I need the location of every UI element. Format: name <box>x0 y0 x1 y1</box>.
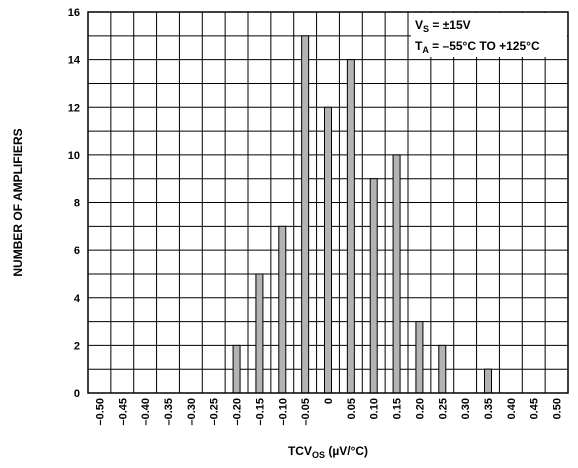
bar <box>369 178 378 394</box>
bar <box>324 106 332 394</box>
conditions-annotation: VS = ±15V TA = –55°C TO +125°C <box>411 13 567 57</box>
x-tick-label: –0.30 <box>186 398 198 426</box>
y-tick-label: 2 <box>74 340 80 352</box>
y-tick-label: 0 <box>74 388 80 400</box>
bar <box>484 368 492 394</box>
x-tick-labels: –0.50 –0.45 –0.40 –0.35 –0.30 –0.25 –0.20 –0.15… <box>94 398 563 426</box>
y-tick-label: 16 <box>68 7 80 19</box>
x-tick-label: 0.35 <box>483 398 495 419</box>
supply-voltage-annotation: VS = ±15V <box>415 18 471 34</box>
y-axis-label: NUMBER OF AMPLIFIERS <box>11 128 25 276</box>
x-tick-label: 0.40 <box>506 398 518 419</box>
x-tick-label: –0.10 <box>277 398 289 426</box>
x-tick-label: 0.50 <box>552 398 564 419</box>
annotation-background <box>411 13 567 57</box>
y-tick-label: 6 <box>74 245 80 257</box>
x-tick-label: –0.20 <box>232 398 244 426</box>
x-tick-label: 0 <box>323 398 335 404</box>
bar <box>346 59 355 394</box>
y-tick-label: 10 <box>68 150 80 162</box>
bar <box>392 154 401 394</box>
x-tick-label: –0.40 <box>140 398 152 426</box>
x-tick-label: 0.25 <box>437 398 449 419</box>
x-tick-label: 0.15 <box>392 398 404 419</box>
x-tick-label: –0.35 <box>163 398 175 426</box>
bar <box>438 344 447 394</box>
bar <box>301 35 310 394</box>
x-tick-label: 0.45 <box>529 398 541 419</box>
x-tick-label: –0.15 <box>254 398 266 426</box>
x-tick-label: –0.05 <box>300 398 312 426</box>
x-tick-label: –0.50 <box>94 398 106 426</box>
bar <box>415 321 424 394</box>
y-tick-label: 8 <box>74 198 80 210</box>
y-tick-label: 14 <box>68 55 81 67</box>
x-tick-label: –0.45 <box>117 398 129 426</box>
y-tick-label: 12 <box>68 102 80 114</box>
x-tick-label: 0.10 <box>369 398 381 419</box>
y-tick-label: 4 <box>74 293 81 305</box>
x-tick-label: 0.05 <box>346 398 358 419</box>
plot-frame <box>87 11 569 394</box>
x-tick-label: 0.30 <box>460 398 472 419</box>
temperature-range-annotation: TA = –55°C TO +125°C <box>415 39 540 55</box>
bar <box>232 344 241 394</box>
bar <box>278 225 287 394</box>
y-tick-labels: 0 2 4 6 8 10 12 14 16 <box>68 7 81 400</box>
bar <box>255 273 264 394</box>
x-axis-label: TCVOS (µV/°C) <box>288 444 368 460</box>
x-tick-label: –0.25 <box>209 398 221 426</box>
x-tick-label: 0.20 <box>414 398 426 419</box>
